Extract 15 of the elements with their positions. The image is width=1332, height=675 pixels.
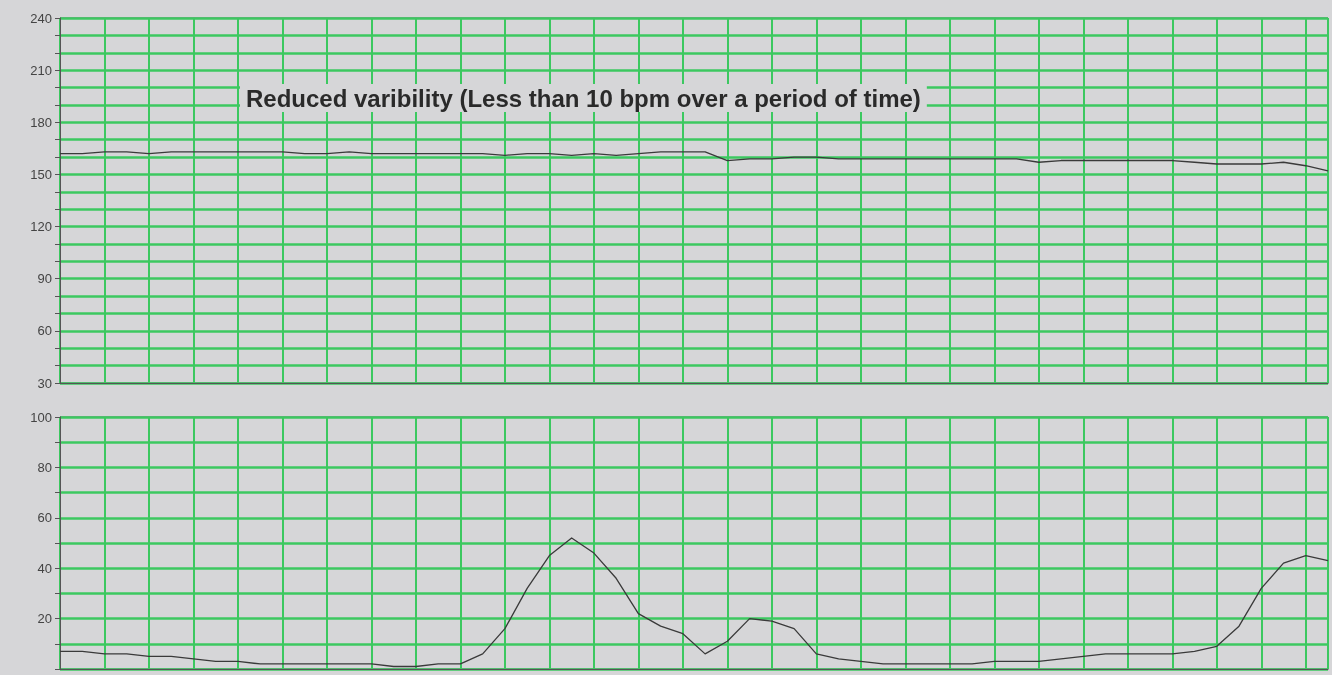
line-series <box>59 151 1329 172</box>
y-tick-label: 40 <box>37 560 52 576</box>
y-tick-label: 210 <box>30 62 52 78</box>
y-tick-label: 180 <box>30 114 52 130</box>
y-tick-label: 150 <box>30 166 52 182</box>
y-tick-label: 240 <box>30 10 52 26</box>
y-tick-label: 80 <box>37 459 52 475</box>
y-tick-label: 100 <box>30 409 52 425</box>
y-tick-label: 60 <box>37 323 52 339</box>
y-tick-label: 20 <box>37 611 52 627</box>
text: Reduced varibility (Less than 10 bpm over a period of time) <box>246 84 921 112</box>
y-tick-label: 120 <box>30 219 52 235</box>
y-tick-label: 60 <box>37 510 52 526</box>
y-tick-label: 30 <box>37 375 52 391</box>
y-tick-label: 90 <box>37 271 52 287</box>
